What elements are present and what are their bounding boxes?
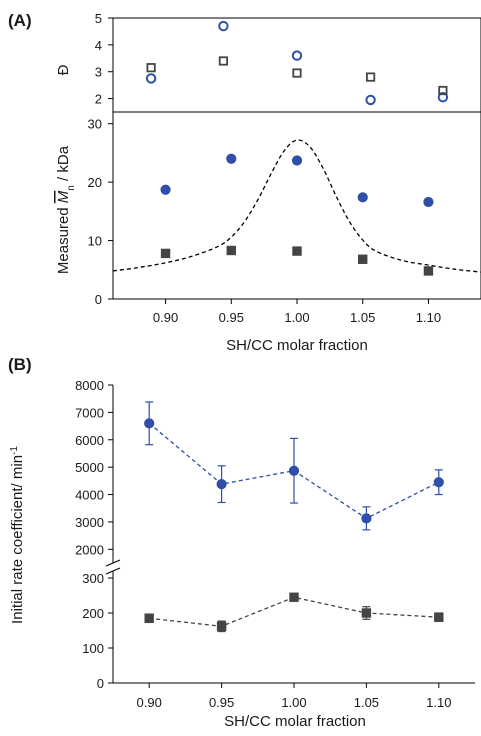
- mn-point-square: [423, 266, 434, 276]
- mn-x-tick-label: 1.05: [350, 310, 375, 325]
- dispersity-y-tick-label: 5: [95, 11, 102, 26]
- mn-point-circle: [423, 196, 434, 208]
- dispersity-point-square: [365, 72, 376, 82]
- dispersity-point-circle: [365, 94, 376, 106]
- rate-upper-point-circle: [433, 477, 444, 488]
- mn-y-tick-label: 30: [88, 117, 102, 132]
- rate-upper-point-circle: [216, 479, 227, 490]
- rate-lower-y-tick-label: 300: [82, 571, 104, 586]
- rate-upper-y-tick-label: 5000: [75, 460, 104, 475]
- dispersity-point-square: [218, 56, 228, 66]
- rate-x-tick-label: 1.10: [426, 695, 451, 710]
- mn-point-circle: [160, 184, 171, 195]
- mn-axis-title-suffix: / kDa: [55, 145, 72, 185]
- dispersity-point-square: [146, 63, 156, 73]
- mn-model-curve: [112, 139, 481, 273]
- mn-x-tick-label: 1.00: [284, 310, 309, 325]
- dispersity-point-circle: [291, 50, 303, 61]
- mn-point-square: [292, 246, 302, 256]
- rate-axis-title-sup: -1: [9, 446, 20, 455]
- dispersity-point-circle: [145, 73, 157, 84]
- mn-point-square: [160, 248, 171, 259]
- dispersity-y-tick-label: 3: [95, 65, 102, 80]
- mn-x-tick-label: 0.90: [153, 310, 178, 325]
- mn-x-tick-label: 0.95: [219, 310, 244, 325]
- rate-lower-point-square: [144, 613, 154, 623]
- rate-lower-point-square: [216, 621, 227, 631]
- panel-b-label: (B): [8, 355, 32, 374]
- dispersity-point-square: [292, 68, 302, 78]
- rate-upper-y-tick-label: 4000: [75, 488, 104, 503]
- dispersity-axis-title: Đ: [55, 64, 72, 75]
- rate-upper-y-tick-label: 7000: [75, 405, 104, 420]
- rate-x-tick-label: 0.95: [209, 695, 234, 710]
- mn-point-square: [358, 254, 368, 264]
- axis-break-mark: [105, 559, 121, 575]
- rate-axis-title-text: Initial rate coefficient/ min: [9, 455, 26, 624]
- mn-axis-title-sub: n: [66, 185, 77, 191]
- rate-axes: [112, 385, 475, 684]
- rate-upper-y-tick-label: 2000: [75, 542, 104, 557]
- mn-y-tick-label: 20: [88, 175, 102, 190]
- rate-upper-point-circle: [361, 513, 372, 524]
- rate-x-tick-label: 1.00: [281, 695, 306, 710]
- mn-x-tick-label: 1.10: [416, 310, 441, 325]
- mn-y-tick-label: 0: [95, 292, 102, 307]
- rate-x-tick-label: 1.05: [354, 695, 379, 710]
- x-axis-title-b: SH/CC molar fraction: [224, 713, 366, 730]
- rate-upper-y-tick-label: 8000: [75, 378, 104, 393]
- rate-lower-point-square: [361, 608, 372, 618]
- rate-upper-point-circle: [144, 418, 155, 429]
- dispersity-point-circle: [218, 20, 229, 32]
- mn-point-square: [226, 245, 236, 256]
- dispersity-plot-frame: [112, 17, 481, 113]
- rate-lower-y-tick-label: 200: [82, 606, 104, 621]
- mn-axis-title-prefix: Measured: [55, 203, 72, 274]
- mn-axis-title-symbol: M: [55, 190, 72, 203]
- rate-lower-point-square: [434, 612, 444, 622]
- mn-point-circle: [357, 192, 368, 203]
- mn-point-circle: [291, 155, 303, 166]
- rate-upper-y-tick-label: 6000: [75, 433, 104, 448]
- x-axis-title-a: SH/CC molar fraction: [226, 337, 368, 354]
- rate-lower-y-tick-label: 100: [82, 641, 104, 656]
- dispersity-point-circle: [437, 92, 449, 103]
- rate-axis-title: Initial rate coefficient/ min-1: [9, 446, 27, 624]
- rate-lower-y-tick-label: 0: [97, 676, 104, 691]
- dispersity-y-tick-label: 2: [95, 92, 102, 107]
- panel-a-label: (A): [8, 11, 32, 30]
- mn-y-tick-label: 10: [88, 234, 102, 249]
- dispersity-y-tick-label: 4: [95, 38, 102, 53]
- rate-x-tick-label: 0.90: [137, 695, 162, 710]
- rate-upper-point-circle: [288, 465, 300, 476]
- mn-point-circle: [226, 153, 237, 164]
- rate-lower-point-square: [289, 592, 299, 602]
- rate-upper-y-tick-label: 3000: [75, 515, 104, 530]
- dispersity-point-square: [438, 85, 448, 96]
- mn-axis-title: Measured Mn / kDa: [55, 145, 77, 274]
